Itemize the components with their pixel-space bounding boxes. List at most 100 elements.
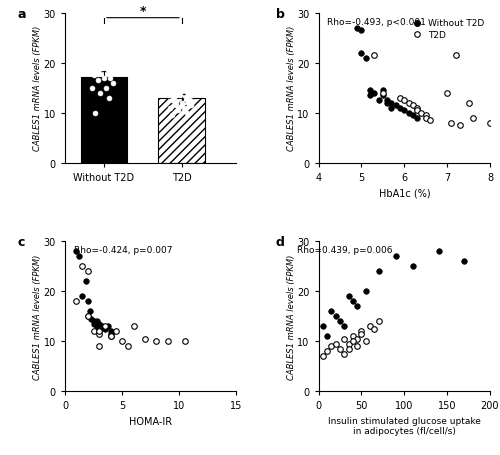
Point [110, 80, 118, 87]
Point [98, 65, 106, 72]
Point [112, 328, 120, 335]
Point [176, 92, 184, 100]
Text: d: d [276, 235, 284, 248]
Text: Rho=-0.493, p<0.001: Rho=-0.493, p<0.001 [327, 18, 426, 27]
Point [422, 112, 430, 120]
Point [323, 348, 331, 355]
Point [186, 97, 194, 105]
Point [353, 335, 361, 343]
Point [370, 325, 378, 333]
Y-axis label: CABLES1 mRNA levels (FPKM): CABLES1 mRNA levels (FPKM) [33, 254, 42, 379]
Point [374, 268, 382, 275]
Point [182, 95, 190, 102]
Point [106, 75, 114, 82]
Point [106, 330, 114, 338]
Point [90, 72, 98, 80]
Legend: Without T2D, T2D: Without T2D, T2D [406, 18, 486, 40]
Point [400, 97, 408, 105]
Point [160, 85, 168, 92]
Point [332, 313, 340, 320]
Point [379, 92, 387, 100]
Point [106, 95, 114, 102]
Point [409, 102, 417, 110]
Point [164, 92, 172, 100]
Point [83, 25, 91, 32]
Point [426, 117, 434, 125]
Point [84, 298, 92, 305]
Point [124, 343, 132, 350]
Point [96, 330, 104, 338]
Point [108, 70, 116, 77]
Point [374, 318, 382, 325]
Point [102, 85, 110, 92]
X-axis label: HbA1c (%): HbA1c (%) [378, 188, 430, 198]
Point [172, 102, 180, 110]
Point [319, 323, 327, 330]
Point [448, 120, 456, 127]
Point [413, 107, 421, 115]
Point [152, 338, 160, 345]
Point [434, 248, 442, 255]
Point [181, 338, 189, 345]
Point [90, 320, 98, 328]
Point [90, 30, 98, 37]
Text: b: b [276, 8, 284, 20]
Point [187, 102, 195, 110]
Point [166, 30, 174, 37]
Point [358, 50, 366, 57]
Point [96, 90, 104, 97]
Point [452, 52, 460, 60]
Point [344, 293, 352, 300]
Point [84, 313, 92, 320]
Point [90, 328, 98, 335]
Point [168, 87, 176, 95]
Text: c: c [17, 235, 24, 248]
Point [106, 333, 114, 340]
Point [396, 95, 404, 102]
Point [96, 320, 104, 328]
Point [409, 112, 417, 120]
Point [332, 340, 340, 348]
Point [92, 70, 100, 77]
Point [383, 100, 391, 107]
Text: *: * [140, 5, 146, 18]
Point [96, 343, 104, 350]
Point [106, 333, 114, 340]
Point [353, 343, 361, 350]
Point [100, 75, 108, 82]
Point [392, 102, 400, 110]
Point [374, 97, 382, 105]
Point [456, 122, 464, 130]
Point [413, 115, 421, 122]
Point [336, 318, 344, 325]
Point [101, 323, 109, 330]
Point [93, 323, 101, 330]
Point [104, 67, 112, 75]
Point [388, 105, 396, 112]
Text: Rho=0.439, p=0.006: Rho=0.439, p=0.006 [296, 246, 392, 255]
Point [422, 115, 430, 122]
Point [166, 105, 174, 112]
Point [340, 350, 348, 358]
Point [383, 97, 391, 105]
Point [78, 263, 86, 270]
Point [90, 318, 98, 325]
Y-axis label: CABLES1 mRNA levels (FPKM): CABLES1 mRNA levels (FPKM) [287, 26, 296, 151]
Point [72, 248, 80, 255]
Point [370, 90, 378, 97]
Point [469, 115, 477, 122]
Point [358, 27, 366, 35]
Point [464, 100, 472, 107]
Point [362, 288, 370, 295]
Point [396, 105, 404, 112]
Y-axis label: CABLES1 mRNA levels (FPKM): CABLES1 mRNA levels (FPKM) [287, 254, 296, 379]
Point [174, 90, 182, 97]
Point [336, 345, 344, 353]
Bar [80, 78, 128, 163]
Point [72, 298, 80, 305]
Point [404, 100, 412, 107]
Point [172, 45, 179, 52]
Point [174, 107, 182, 115]
Point [353, 303, 361, 310]
Point [88, 315, 96, 323]
